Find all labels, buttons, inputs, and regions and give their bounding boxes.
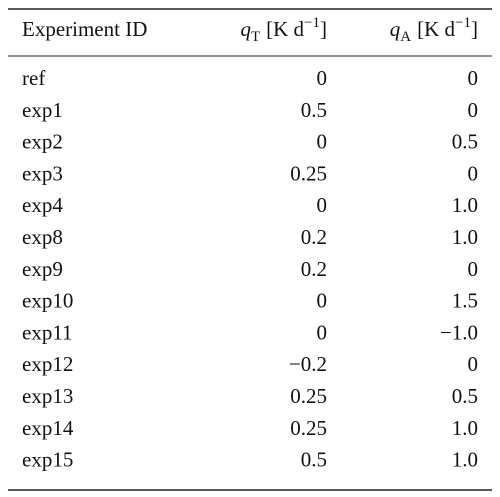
header-cell: qA [K d−1] bbox=[390, 15, 478, 45]
row-label: exp4 bbox=[22, 193, 63, 217]
cell-value: 0.25 bbox=[290, 161, 327, 185]
cell-value: 1.0 bbox=[452, 193, 478, 217]
cell-value: 0 bbox=[317, 193, 328, 217]
row-label: exp11 bbox=[22, 320, 73, 344]
row-label: exp9 bbox=[22, 257, 63, 281]
cell-value: 0 bbox=[317, 320, 328, 344]
row-label: exp13 bbox=[22, 384, 73, 408]
row-label: exp15 bbox=[22, 448, 73, 472]
cell-value: 0.5 bbox=[301, 98, 327, 122]
row-label: exp2 bbox=[22, 130, 63, 154]
row-label: exp14 bbox=[22, 416, 74, 440]
cell-value: 0 bbox=[317, 130, 328, 154]
cell-value: 0 bbox=[317, 66, 328, 90]
row-label: exp3 bbox=[22, 161, 63, 185]
cell-value: 1.0 bbox=[452, 448, 478, 472]
cell-value: 0.2 bbox=[301, 225, 327, 249]
row-label: exp8 bbox=[22, 225, 63, 249]
cell-value: 0 bbox=[468, 98, 479, 122]
cell-value: 0.5 bbox=[301, 448, 327, 472]
header-cell: Experiment ID bbox=[22, 17, 147, 41]
header-bracket: ] bbox=[471, 17, 478, 41]
row-label: exp12 bbox=[22, 352, 73, 376]
header-symbol: q bbox=[240, 17, 251, 41]
header-cell: qT [K d−1] bbox=[240, 15, 327, 45]
cell-value: 0 bbox=[468, 352, 479, 376]
cell-value: 1.0 bbox=[452, 225, 478, 249]
cell-value: 0 bbox=[317, 289, 328, 313]
cell-value: 0 bbox=[468, 66, 479, 90]
header-subscript: T bbox=[251, 29, 260, 45]
row-label: exp1 bbox=[22, 98, 63, 122]
cell-value: 0.25 bbox=[290, 416, 327, 440]
header-bracket: ] bbox=[320, 17, 327, 41]
header-subscript: A bbox=[400, 29, 411, 45]
header-unit: [K d bbox=[417, 17, 455, 41]
row-label: ref bbox=[22, 66, 45, 90]
cell-value: 0.5 bbox=[452, 130, 478, 154]
header-text: Experiment ID bbox=[22, 17, 147, 41]
cell-value: 1.0 bbox=[452, 416, 478, 440]
header-exponent: −1 bbox=[304, 15, 320, 31]
header-unit: [K d bbox=[266, 17, 304, 41]
header-symbol: q bbox=[390, 17, 401, 41]
cell-value: 0.5 bbox=[452, 384, 478, 408]
cell-value: 1.5 bbox=[452, 289, 478, 313]
header-exponent: −1 bbox=[455, 15, 471, 31]
cell-value: 0.25 bbox=[290, 384, 327, 408]
cell-value: 0 bbox=[468, 257, 479, 281]
cell-value: −1.0 bbox=[440, 320, 478, 344]
cell-value: −0.2 bbox=[289, 352, 327, 376]
cell-value: 0.2 bbox=[301, 257, 327, 281]
cell-value: 0 bbox=[468, 161, 479, 185]
row-label: exp10 bbox=[22, 289, 73, 313]
